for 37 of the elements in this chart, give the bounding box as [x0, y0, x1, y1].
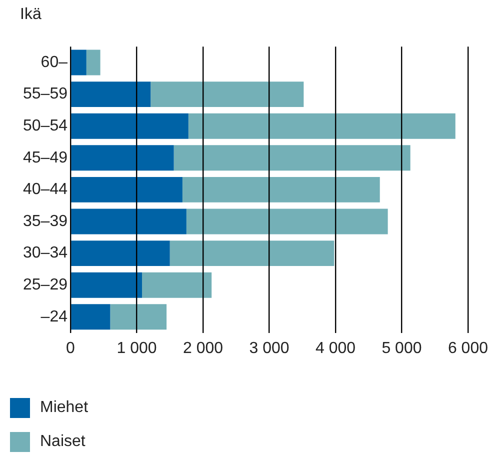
bar [71, 208, 186, 234]
x-tick-label: 3 000 [249, 340, 290, 357]
bar [110, 304, 167, 330]
legend-label: Miehet [40, 399, 88, 417]
y-tick-label: 50–54 [22, 118, 68, 135]
bar [188, 113, 456, 139]
y-tick-label: 30–34 [22, 244, 68, 262]
bar [182, 176, 380, 202]
x-tick-label: 4 000 [315, 340, 356, 357]
bar [86, 50, 100, 76]
bar [170, 240, 334, 266]
bar [71, 176, 182, 202]
bar [174, 145, 410, 171]
y-axis-title: Ikä [20, 6, 42, 24]
x-tick-label: 1 000 [116, 340, 157, 357]
y-tick-label: 35–39 [22, 212, 68, 230]
x-tick-label: 0 [66, 340, 76, 357]
y-tick-label: 55–59 [22, 86, 68, 103]
legend-label: Naiset [40, 433, 86, 451]
y-tick-label: 25–29 [22, 276, 68, 294]
y-tick-label: 45–49 [22, 149, 68, 166]
bar [71, 240, 170, 266]
bar [71, 145, 174, 171]
bar [71, 304, 110, 330]
bar [150, 82, 304, 108]
x-tick-label: 2 000 [182, 340, 224, 357]
x-tick-label: 6 000 [448, 340, 488, 357]
bar [71, 113, 188, 139]
bar [186, 208, 388, 234]
bar [71, 50, 86, 76]
bar [71, 272, 142, 298]
y-tick-label: 40–44 [22, 181, 68, 198]
y-tick-label: –24 [40, 308, 68, 326]
bar [71, 82, 151, 108]
x-tick-label: 5 000 [382, 340, 422, 357]
y-tick-label: 60– [40, 54, 68, 71]
bar [142, 272, 212, 298]
